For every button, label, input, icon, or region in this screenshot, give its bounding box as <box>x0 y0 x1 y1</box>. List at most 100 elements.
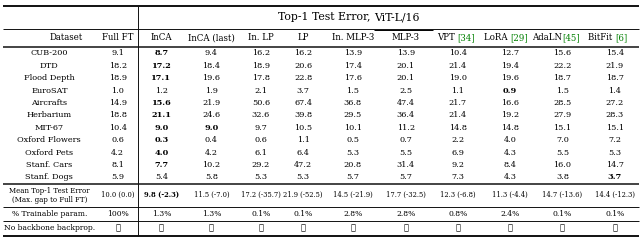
Text: 18.7: 18.7 <box>606 74 624 82</box>
Text: InCA: InCA <box>150 33 172 42</box>
Text: 15.4: 15.4 <box>605 50 624 57</box>
Text: 9.1: 9.1 <box>111 50 124 57</box>
Text: 14.8: 14.8 <box>501 124 519 132</box>
Text: 2.8%: 2.8% <box>396 210 415 218</box>
Text: Top-1 Test Error, ViT-L/16: Top-1 Test Error, ViT-L/16 <box>303 12 445 22</box>
Text: ✗: ✗ <box>455 224 460 232</box>
Text: 21.7: 21.7 <box>449 99 467 107</box>
Text: 28.5: 28.5 <box>554 99 572 107</box>
Text: 9.2: 9.2 <box>451 161 464 169</box>
Text: 7.7: 7.7 <box>154 161 168 169</box>
Text: 50.6: 50.6 <box>252 99 270 107</box>
Text: 5.7: 5.7 <box>399 173 412 182</box>
Text: Stanf. Dogs: Stanf. Dogs <box>26 173 73 182</box>
Text: 29.2: 29.2 <box>252 161 270 169</box>
Text: 15.6: 15.6 <box>554 50 572 57</box>
Text: 22.2: 22.2 <box>554 62 572 70</box>
Text: 15.1: 15.1 <box>554 124 572 132</box>
Text: 19.4: 19.4 <box>501 62 519 70</box>
Text: 2.8%: 2.8% <box>343 210 362 218</box>
Text: 0.1%: 0.1% <box>605 210 625 218</box>
Text: 18.9: 18.9 <box>109 74 127 82</box>
Text: 1.4: 1.4 <box>609 87 621 95</box>
Text: 0.1%: 0.1% <box>294 210 313 218</box>
Text: 5.9: 5.9 <box>111 173 124 182</box>
Text: 16.2: 16.2 <box>252 50 270 57</box>
Text: 29.5: 29.5 <box>344 111 362 119</box>
Text: 10.0 (0.0): 10.0 (0.0) <box>101 191 134 199</box>
Text: 10.1: 10.1 <box>344 124 362 132</box>
Text: AdaLN[45]: AdaLN[45] <box>539 33 586 42</box>
Text: 47.2: 47.2 <box>294 161 312 169</box>
Text: 19.6: 19.6 <box>202 74 220 82</box>
Text: [45]: [45] <box>563 33 580 42</box>
Text: CUB-200: CUB-200 <box>31 50 68 57</box>
Text: In. MLP-3: In. MLP-3 <box>332 33 374 42</box>
Text: 28.3: 28.3 <box>605 111 624 119</box>
Text: 9.8 (-2.3): 9.8 (-2.3) <box>144 191 179 199</box>
Text: 5.3: 5.3 <box>608 149 621 157</box>
Text: ✗: ✗ <box>612 224 617 232</box>
Text: VPT [34]: VPT [34] <box>438 33 477 42</box>
Text: 14.7 (-13.6): 14.7 (-13.6) <box>543 191 582 199</box>
Text: 22.8: 22.8 <box>294 74 312 82</box>
Text: 15.6: 15.6 <box>152 99 172 107</box>
Text: 20.1: 20.1 <box>397 62 415 70</box>
Text: 17.8: 17.8 <box>252 74 270 82</box>
Text: 10.4: 10.4 <box>109 124 127 132</box>
Text: 39.8: 39.8 <box>294 111 312 119</box>
Text: 9.7: 9.7 <box>255 124 268 132</box>
Text: 0.8%: 0.8% <box>448 210 467 218</box>
Text: 2.4%: 2.4% <box>500 210 520 218</box>
Text: 1.5: 1.5 <box>556 87 569 95</box>
Text: ✓: ✓ <box>259 224 264 232</box>
Text: 10.4: 10.4 <box>449 50 467 57</box>
Text: 14.4 (-12.3): 14.4 (-12.3) <box>595 191 635 199</box>
Text: 0.5: 0.5 <box>346 136 359 144</box>
Text: Oxford Pets: Oxford Pets <box>25 149 74 157</box>
Text: LoRA [29]: LoRA [29] <box>488 33 532 42</box>
Text: 14.8: 14.8 <box>449 124 467 132</box>
Text: 4.0: 4.0 <box>504 136 516 144</box>
Text: 19.6: 19.6 <box>501 74 519 82</box>
Text: 8.4: 8.4 <box>504 161 516 169</box>
Text: 13.9: 13.9 <box>344 50 362 57</box>
Text: 2.1: 2.1 <box>255 87 268 95</box>
Text: 9.0: 9.0 <box>154 124 168 132</box>
Text: 3.7: 3.7 <box>297 87 310 95</box>
Text: ✗: ✗ <box>560 224 565 232</box>
Text: 1.2: 1.2 <box>155 87 168 95</box>
Text: 1.3%: 1.3% <box>152 210 171 218</box>
Text: 14.9: 14.9 <box>109 99 127 107</box>
Text: 17.4: 17.4 <box>344 62 362 70</box>
Text: 4.2: 4.2 <box>111 149 124 157</box>
Text: InCA (last): InCA (last) <box>188 33 235 42</box>
Text: 100%: 100% <box>107 210 129 218</box>
Text: ✗: ✗ <box>508 224 513 232</box>
Text: 7.3: 7.3 <box>451 173 464 182</box>
Text: 18.7: 18.7 <box>554 74 572 82</box>
Text: 18.8: 18.8 <box>109 111 127 119</box>
Text: 10.5: 10.5 <box>294 124 312 132</box>
Text: 18.9: 18.9 <box>252 62 270 70</box>
Text: 4.2: 4.2 <box>205 149 218 157</box>
Text: 27.9: 27.9 <box>554 111 572 119</box>
Text: Aircrafts: Aircrafts <box>31 99 67 107</box>
Text: 0.1%: 0.1% <box>553 210 572 218</box>
Text: 19.2: 19.2 <box>501 111 519 119</box>
Text: 21.9: 21.9 <box>202 99 220 107</box>
Text: 17.6: 17.6 <box>344 74 362 82</box>
Text: Stanf. Cars: Stanf. Cars <box>26 161 72 169</box>
Text: 21.4: 21.4 <box>449 111 467 119</box>
Text: ✓: ✓ <box>159 224 164 232</box>
Text: 6.4: 6.4 <box>297 149 310 157</box>
Text: 12.3 (-6.8): 12.3 (-6.8) <box>440 191 476 199</box>
Text: ✓: ✓ <box>301 224 306 232</box>
Text: 27.2: 27.2 <box>605 99 624 107</box>
Text: 18.4: 18.4 <box>202 62 220 70</box>
Text: Oxford Flowers: Oxford Flowers <box>17 136 81 144</box>
Text: [6]: [6] <box>615 33 627 42</box>
Text: 67.4: 67.4 <box>294 99 312 107</box>
Text: 11.5 (-7.0): 11.5 (-7.0) <box>193 191 229 199</box>
Text: MIT-67: MIT-67 <box>35 124 64 132</box>
